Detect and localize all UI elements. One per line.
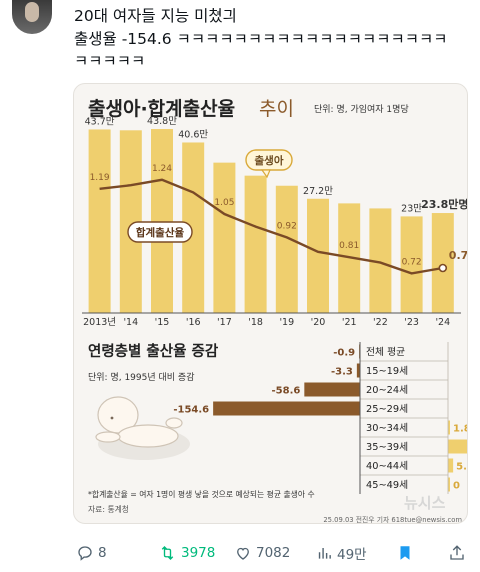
- age-group-label: 35~39세: [366, 441, 408, 453]
- reply-button[interactable]: 8: [76, 540, 107, 566]
- births-value-label: 23만: [401, 203, 422, 214]
- retweet-count: 3978: [181, 545, 216, 561]
- birth-rate-infographic: 출생아·합계출산율 추이 단위: 명, 가임여자 1명당 43.7만 43.8만4…: [82, 98, 468, 524]
- like-button[interactable]: 7082: [234, 540, 290, 566]
- views-button[interactable]: 49만: [316, 540, 367, 566]
- age-value-label: 1.8: [453, 424, 468, 435]
- births-label: 출생아: [255, 154, 284, 167]
- share-icon: [450, 545, 464, 560]
- tfr-callout: 합계출산율: [127, 221, 193, 243]
- births-value-label: 43.7만: [85, 116, 115, 127]
- births-value-label: 27.2만: [303, 186, 333, 197]
- births-callout: 출생아: [245, 149, 293, 179]
- bookmark-icon: [400, 546, 410, 560]
- x-tick-label: '22: [373, 317, 388, 328]
- age-group-label: 15~19세: [366, 365, 408, 377]
- age-increase-bar: [448, 477, 450, 492]
- age-value-label: -0.9: [333, 348, 355, 359]
- x-tick-label: '17: [217, 317, 232, 328]
- section2-unit: 단위: 명, 1995년 대비 증감: [88, 371, 194, 383]
- retweet-button[interactable]: 3978: [158, 540, 215, 566]
- age-value-label: -154.6: [173, 405, 209, 416]
- baby-illustration: [95, 396, 190, 460]
- x-tick-label: '23: [404, 317, 419, 328]
- tweet-image-card[interactable]: 출생아·합계출산율 추이 단위: 명, 가임여자 1명당 43.7만 43.8만 4…: [73, 83, 468, 524]
- infographic-title-suffix: 추이: [259, 98, 294, 120]
- view-count: 49만: [337, 547, 367, 563]
- x-tick-label: '14: [123, 317, 138, 328]
- tweet-actions-bar: 8 3978 7082 49만: [76, 540, 471, 566]
- x-tick-label: 2013년: [83, 317, 116, 328]
- share-button[interactable]: [448, 540, 470, 566]
- source: 자료: 통계청: [88, 504, 129, 514]
- age-group-label: 20~24세: [366, 384, 408, 396]
- x-tick-label: '20: [311, 317, 326, 328]
- footnote: *합계출산율 = 여자 1명이 평생 낳을 것으로 예상되는 평균 출생아 수: [88, 489, 315, 499]
- age-group-label: 40~44세: [366, 460, 408, 472]
- age-value-label: 5.4: [456, 462, 468, 473]
- reply-count: 8: [98, 545, 107, 561]
- tfr-value-label: 0.72: [402, 257, 422, 267]
- x-tick-label: '21: [342, 317, 357, 328]
- tfr-line: [99, 178, 444, 275]
- age-value-label: -58.6: [272, 386, 301, 397]
- tfr-value-label: 0.75명: [449, 248, 468, 262]
- tfr-point: [438, 263, 448, 273]
- age-group-label: 45~49세: [366, 479, 408, 491]
- infographic-title: 출생아·합계출산율: [88, 98, 235, 120]
- watermark-logo: 뉴시스: [404, 494, 446, 512]
- tweet-text-line-3: ㅋㅋㅋㅋㅋ: [74, 52, 146, 70]
- births-bar: [213, 162, 236, 313]
- births-bar: [307, 198, 329, 313]
- x-tick-label: '16: [186, 317, 201, 328]
- user-avatar[interactable]: [12, 0, 52, 34]
- births-bar: [88, 129, 111, 313]
- section2-title: 연령층별 출산율 증감: [88, 342, 219, 360]
- tfr-value-label: 0.81: [339, 241, 359, 251]
- births-value-label: 40.6만: [178, 129, 208, 140]
- births-bar: [244, 175, 267, 313]
- x-tick-label: '19: [279, 317, 294, 328]
- age-decrease-bar: [213, 401, 360, 416]
- tweet-text-line-2: 출생율 -154.6 ㅋㅋㅋㅋㅋㅋㅋㅋㅋㅋㅋㅋㅋㅋㅋㅋㅋㅋㅋ: [74, 30, 448, 48]
- like-count: 7082: [256, 545, 291, 561]
- age-increase-bar: [448, 458, 454, 473]
- age-increase-bar: [448, 420, 450, 435]
- heart-icon: [237, 547, 249, 560]
- births-bar: [182, 142, 205, 313]
- x-tick-label: '18: [248, 317, 263, 328]
- x-tick-label: '15: [155, 317, 170, 328]
- age-decrease-bar: [356, 363, 360, 378]
- views-icon: [318, 548, 331, 559]
- tfr-value-label: 1.05: [214, 198, 234, 208]
- bookmark-button[interactable]: [396, 540, 418, 566]
- reply-icon: [78, 546, 92, 561]
- births-bar: [151, 129, 173, 313]
- births-bar: [275, 185, 298, 313]
- age-group-label: 30~34세: [366, 422, 408, 434]
- age-value-label: 0: [453, 481, 460, 492]
- births-value-label: 43.8만: [147, 116, 177, 127]
- tfr-value-label: 1.19: [90, 173, 110, 183]
- tweet-text-line-1: 20대 여자들 지능 미쳤긔: [74, 7, 237, 25]
- births-bar: [400, 216, 423, 313]
- credit: 25.09.03 전진우 기자 618tue@newsis.com: [323, 515, 462, 524]
- unit-note: 단위: 명, 가임여자 1명당: [314, 103, 409, 115]
- births-value-label: 23.8만명: [421, 197, 468, 211]
- age-group-label: 25~29세: [366, 403, 408, 415]
- births-bar: [369, 208, 392, 313]
- births-bar: [431, 213, 454, 313]
- age-decrease-bar: [304, 382, 360, 397]
- age-increase-bar: [448, 439, 467, 454]
- retweet-icon: [161, 546, 174, 560]
- x-tick-label: '24: [435, 317, 450, 328]
- births-bar: [119, 130, 142, 313]
- tfr-value-label: 0.92: [277, 221, 297, 231]
- age-value-label: -3.3: [331, 367, 353, 378]
- tfr-value-label: 1.24: [152, 164, 172, 174]
- tfr-label: 합계출산율: [136, 226, 185, 239]
- age-group-label: 전체 평균: [366, 346, 405, 358]
